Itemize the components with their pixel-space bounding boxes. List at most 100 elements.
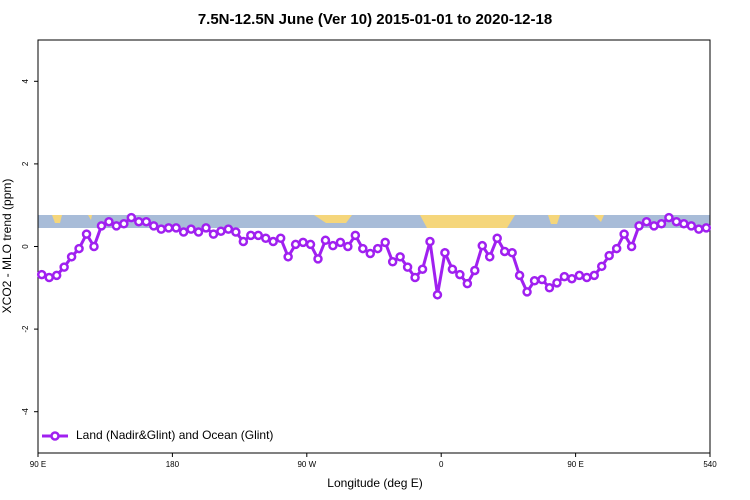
data-point — [238, 236, 249, 247]
x-tick-label: 0 — [439, 460, 444, 469]
data-point — [313, 254, 323, 264]
data-point — [537, 274, 547, 285]
data-point — [365, 248, 376, 259]
data-point — [552, 278, 562, 288]
x-tick-label: 90 W — [297, 460, 316, 469]
data-point — [574, 270, 585, 281]
data-point — [81, 229, 92, 239]
data-point — [619, 229, 629, 239]
data-point — [216, 226, 226, 236]
x-tick-label: 90 E — [567, 460, 583, 469]
data-point — [320, 235, 331, 246]
y-axis-label: XCO2 - MLO trend (ppm) — [0, 179, 14, 314]
data-point — [343, 241, 353, 252]
y-tick-label: 4 — [21, 79, 30, 84]
data-point — [59, 262, 69, 272]
legend-marker — [50, 431, 60, 441]
data-point — [507, 247, 517, 258]
data-point — [223, 224, 234, 234]
data-point — [656, 219, 667, 229]
data-point — [462, 278, 473, 289]
data-point — [275, 233, 286, 243]
data-point — [163, 223, 174, 233]
data-point — [484, 252, 495, 262]
data-point — [544, 283, 555, 293]
data-point — [305, 239, 316, 250]
chart-title: 7.5N-12.5N June (Ver 10) 2015-01-01 to 2… — [198, 11, 552, 28]
data-point — [387, 257, 398, 267]
data-point — [649, 221, 659, 231]
data-point — [231, 227, 241, 237]
data-point — [156, 224, 166, 234]
data-point — [111, 221, 122, 231]
x-tick-label: 540 — [703, 460, 717, 469]
x-tick-label: 180 — [166, 460, 180, 469]
data-point — [664, 212, 674, 223]
data-point — [335, 237, 346, 248]
data-point — [141, 216, 152, 227]
data-point — [499, 246, 510, 257]
data-point — [358, 243, 368, 254]
y-tick-label: -4 — [21, 408, 30, 416]
data-point — [477, 240, 488, 251]
data-point — [589, 270, 600, 281]
data-point — [626, 241, 637, 252]
data-point — [44, 272, 54, 283]
legend-label: Land (Nadir&Glint) and Ocean (Glint) — [76, 428, 273, 442]
data-point — [148, 221, 159, 231]
x-tick-label: 90 E — [30, 460, 46, 469]
data-point — [596, 261, 607, 272]
data-point — [529, 276, 540, 286]
data-point — [253, 230, 264, 241]
data-point — [395, 252, 405, 262]
data-point — [641, 216, 652, 227]
data-point — [51, 270, 62, 281]
data-point — [671, 216, 682, 227]
data-point — [126, 212, 137, 223]
data-point — [447, 264, 458, 274]
data-point — [290, 239, 301, 250]
data-point — [96, 221, 107, 231]
data-point — [89, 241, 99, 252]
data-point — [425, 236, 435, 247]
y-tick-label: 0 — [21, 244, 30, 249]
data-point — [559, 271, 570, 282]
data-point — [36, 269, 47, 280]
y-tick-label: 2 — [21, 161, 30, 166]
data-point — [417, 264, 428, 274]
data-point — [634, 221, 644, 231]
data-point — [268, 236, 278, 247]
data-point — [372, 243, 383, 254]
data-point — [104, 216, 114, 227]
data-point — [492, 233, 502, 243]
data-point — [440, 247, 450, 258]
data-point — [119, 219, 129, 229]
data-point — [455, 269, 465, 280]
data-point — [298, 237, 308, 248]
data-point — [611, 243, 622, 254]
data-point — [193, 227, 204, 237]
data-point — [201, 223, 211, 233]
data-point — [686, 221, 697, 231]
data-point — [171, 223, 181, 233]
data-point — [283, 252, 293, 262]
x-axis-label: Longitude (deg E) — [327, 476, 422, 490]
data-point — [694, 224, 704, 234]
data-point — [604, 250, 614, 261]
data-point — [186, 224, 196, 234]
y-tick-label: -2 — [21, 325, 30, 333]
data-point — [567, 273, 577, 284]
data-point — [701, 223, 712, 233]
data-point — [679, 219, 689, 229]
data-point — [74, 243, 84, 254]
data-point — [208, 229, 219, 239]
data-point — [66, 252, 77, 262]
data-point — [410, 272, 420, 283]
data-point — [432, 290, 443, 300]
data-point — [328, 240, 338, 251]
data-point — [582, 272, 592, 283]
data-point — [470, 265, 480, 276]
data-point — [350, 230, 361, 241]
data-point — [134, 216, 144, 227]
